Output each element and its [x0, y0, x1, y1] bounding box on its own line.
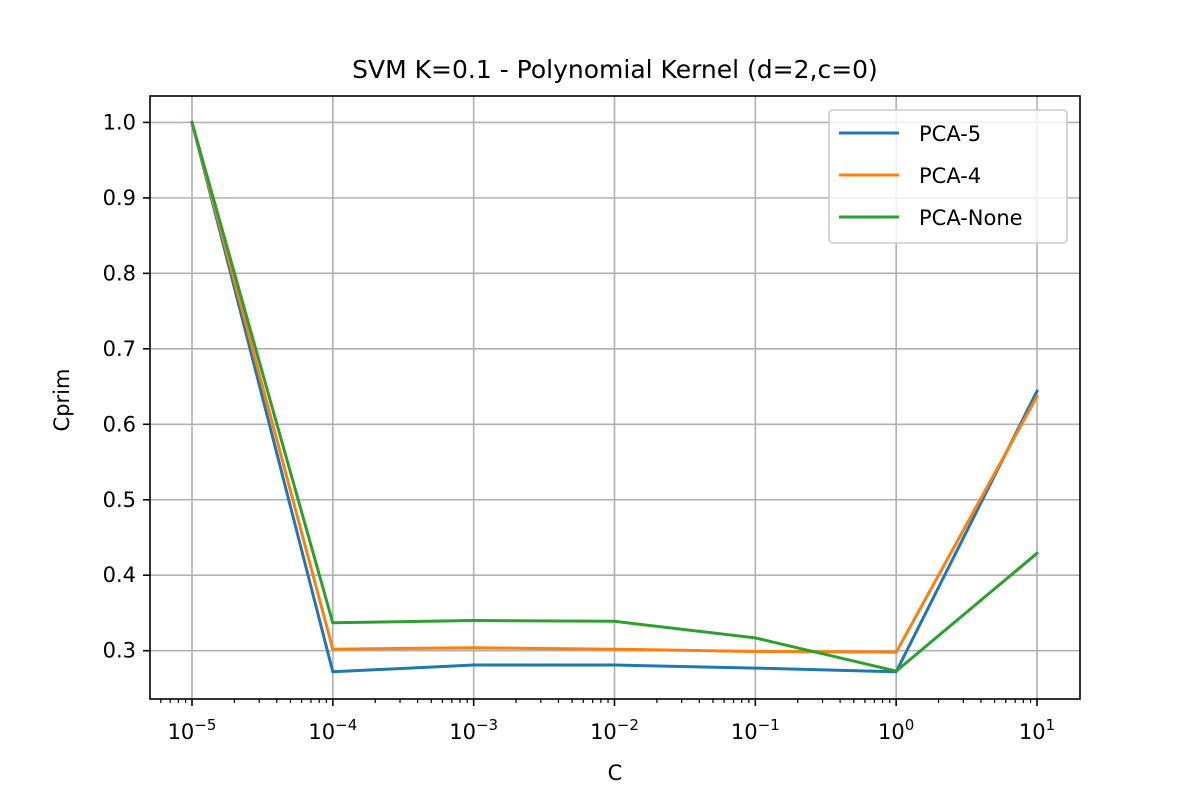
x-tick-label: 10−4: [308, 716, 357, 744]
y-axis-label: Cprim: [50, 369, 74, 432]
ticks-layer: 10−5 10−4 10−3 10−2 10−1 100 101 0.3 0.4 0.5 0.6 0.…: [103, 110, 1056, 744]
legend-label-pca-4: PCA-4: [919, 164, 981, 188]
legend-label-pca-none: PCA-None: [919, 206, 1023, 230]
chart-title: SVM K=0.1 - Polynomial Kernel (d=2,c=0): [352, 55, 878, 84]
y-tick-label: 0.4: [103, 563, 136, 587]
y-tick-label: 0.6: [103, 412, 136, 436]
x-tick-label: 10−5: [168, 716, 217, 744]
series-line-pca-4: [190, 120, 1040, 654]
legend-label-pca-5: PCA-5: [919, 122, 981, 146]
legend: PCA-5 PCA-4 PCA-None: [828, 109, 1068, 244]
x-tick-label: 10−1: [731, 716, 780, 744]
series-layer: [190, 120, 1040, 674]
y-tick-label: 0.9: [103, 186, 136, 210]
y-tick-label: 0.8: [103, 261, 136, 285]
y-tick-label: 1.0: [103, 110, 136, 134]
grid-layer: [150, 96, 1080, 699]
x-tick-label: 10−3: [449, 716, 498, 744]
x-tick-label: 101: [1019, 716, 1055, 744]
x-tick-label: 100: [878, 716, 914, 744]
y-tick-label: 0.7: [103, 337, 136, 361]
x-axis-label: C: [608, 761, 623, 785]
x-tick-label: 10−2: [590, 716, 639, 744]
y-tick-label: 0.3: [103, 639, 136, 663]
legend-box: [828, 109, 1068, 244]
series-line-pca-none: [190, 120, 1040, 673]
y-tick-label: 0.5: [103, 488, 136, 512]
